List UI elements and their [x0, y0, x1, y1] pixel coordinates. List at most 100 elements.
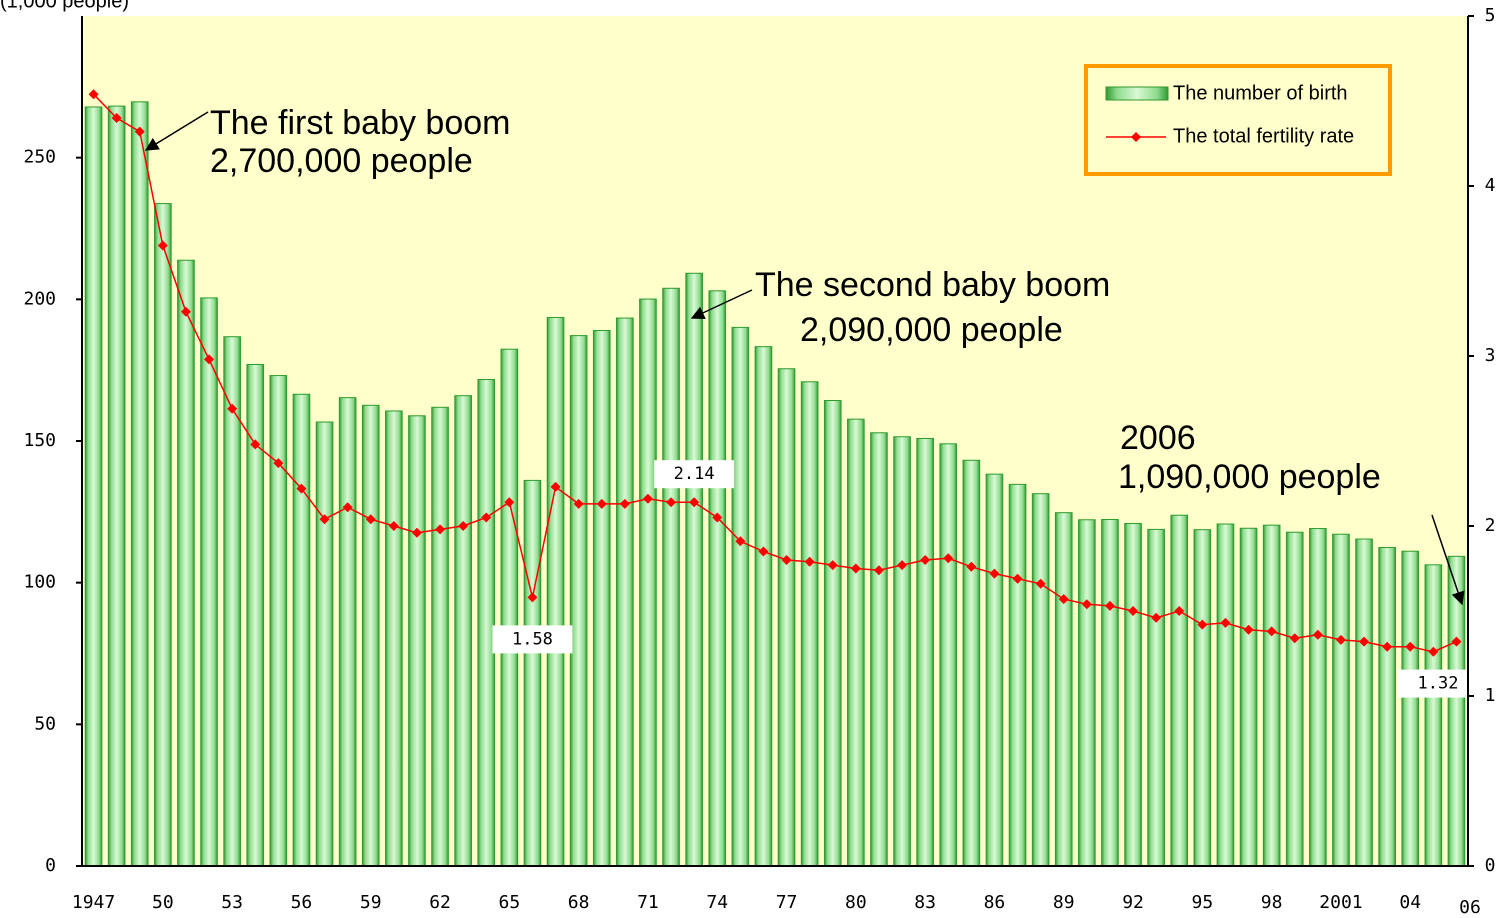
y-tick-label: 200: [23, 288, 56, 309]
point: [550, 481, 561, 492]
bar: [569, 335, 588, 867]
bar: [1355, 538, 1373, 867]
point: [1174, 606, 1185, 616]
point: [1012, 573, 1023, 584]
point: [735, 536, 746, 547]
point: [804, 556, 815, 567]
x-tick-label: 83: [914, 892, 936, 913]
bar: [200, 297, 218, 867]
x-tick-label: 71: [637, 892, 659, 913]
point: [873, 565, 884, 576]
bar: [408, 415, 426, 867]
y-axis-label: (1,000 people): [0, 0, 129, 12]
y-tick-label: 150: [23, 430, 56, 451]
y2-tick-label: 0: [1485, 855, 1496, 876]
annotation: 2,090,000 people: [800, 311, 1063, 349]
point: [920, 555, 931, 565]
point: [850, 563, 861, 574]
y-tick-label: 250: [23, 147, 56, 168]
bar: [385, 410, 403, 867]
point: [1058, 594, 1069, 605]
bar: [985, 473, 1004, 867]
point: [1151, 612, 1162, 623]
point: [504, 497, 515, 508]
plot-background: [82, 16, 1468, 866]
point: [943, 553, 954, 564]
bar: [1332, 533, 1350, 867]
legend-label: The total fertility rate: [1173, 125, 1354, 147]
point: [273, 458, 284, 469]
x-tick-label: 65: [499, 892, 521, 913]
bar: [1008, 483, 1027, 867]
bar: [1309, 528, 1327, 867]
point: [411, 527, 422, 538]
annotation: 2,700,000 people: [210, 142, 473, 180]
data-label-box: [654, 460, 735, 489]
annotation: The second baby boom: [755, 266, 1110, 304]
bar: [338, 397, 357, 867]
annotation: 2006: [1120, 419, 1196, 457]
y2-tick-label: 1: [1485, 685, 1496, 706]
point: [481, 512, 492, 523]
bar: [616, 317, 634, 867]
point: [689, 497, 700, 508]
x-tick-label: 04: [1399, 892, 1421, 913]
y2-tick-label: 2: [1485, 515, 1496, 536]
bar: [1378, 547, 1396, 867]
point: [1451, 636, 1462, 647]
bar: [893, 436, 911, 867]
bar: [708, 290, 727, 867]
point: [712, 512, 723, 523]
point: [1266, 626, 1277, 637]
bar: [1285, 531, 1304, 867]
point: [897, 560, 908, 571]
bar: [1216, 523, 1235, 867]
bar: [523, 479, 542, 867]
bar: [1170, 514, 1189, 867]
point: [596, 498, 607, 509]
x-tick-label: 62: [429, 892, 451, 913]
bar: [292, 393, 311, 867]
point: [88, 89, 99, 100]
y-tick-label: 50: [34, 713, 56, 734]
bar: [177, 259, 195, 867]
bar: [546, 316, 565, 867]
point: [1220, 617, 1231, 628]
point: [435, 524, 446, 535]
legend-swatch: [1105, 86, 1169, 101]
point: [1104, 600, 1115, 611]
point: [365, 514, 376, 525]
point: [1312, 629, 1323, 640]
bar: [939, 443, 958, 867]
point: [619, 498, 630, 509]
bar: [916, 437, 934, 867]
bar: [1031, 493, 1050, 867]
x-tick-label: 1947: [72, 892, 115, 913]
data-label: 1.58: [512, 629, 553, 649]
point: [1197, 619, 1208, 630]
x-tick-label: 56: [291, 892, 313, 913]
annotation: 1,090,000 people: [1118, 458, 1381, 496]
bar: [1424, 564, 1443, 867]
point: [1081, 599, 1092, 610]
point: [319, 514, 330, 525]
x-tick-label: 50: [152, 892, 174, 913]
x-tick-label: 80: [845, 892, 867, 913]
x-tick-label: 59: [360, 892, 382, 913]
bar: [269, 375, 288, 867]
point: [1128, 606, 1139, 616]
x-tick-label: 68: [568, 892, 590, 913]
point: [1289, 633, 1300, 644]
bar: [870, 432, 888, 867]
bar: [962, 459, 981, 867]
bar: [800, 381, 819, 867]
bar: [107, 105, 126, 867]
x-tick-label: 98: [1261, 892, 1283, 913]
point: [157, 240, 168, 251]
bar: [454, 395, 472, 867]
annotation: The first baby boom: [210, 104, 510, 142]
point: [989, 568, 1000, 579]
x-tick-label: 95: [1192, 892, 1214, 913]
point: [227, 403, 238, 414]
x-tick-label: 92: [1122, 892, 1144, 913]
